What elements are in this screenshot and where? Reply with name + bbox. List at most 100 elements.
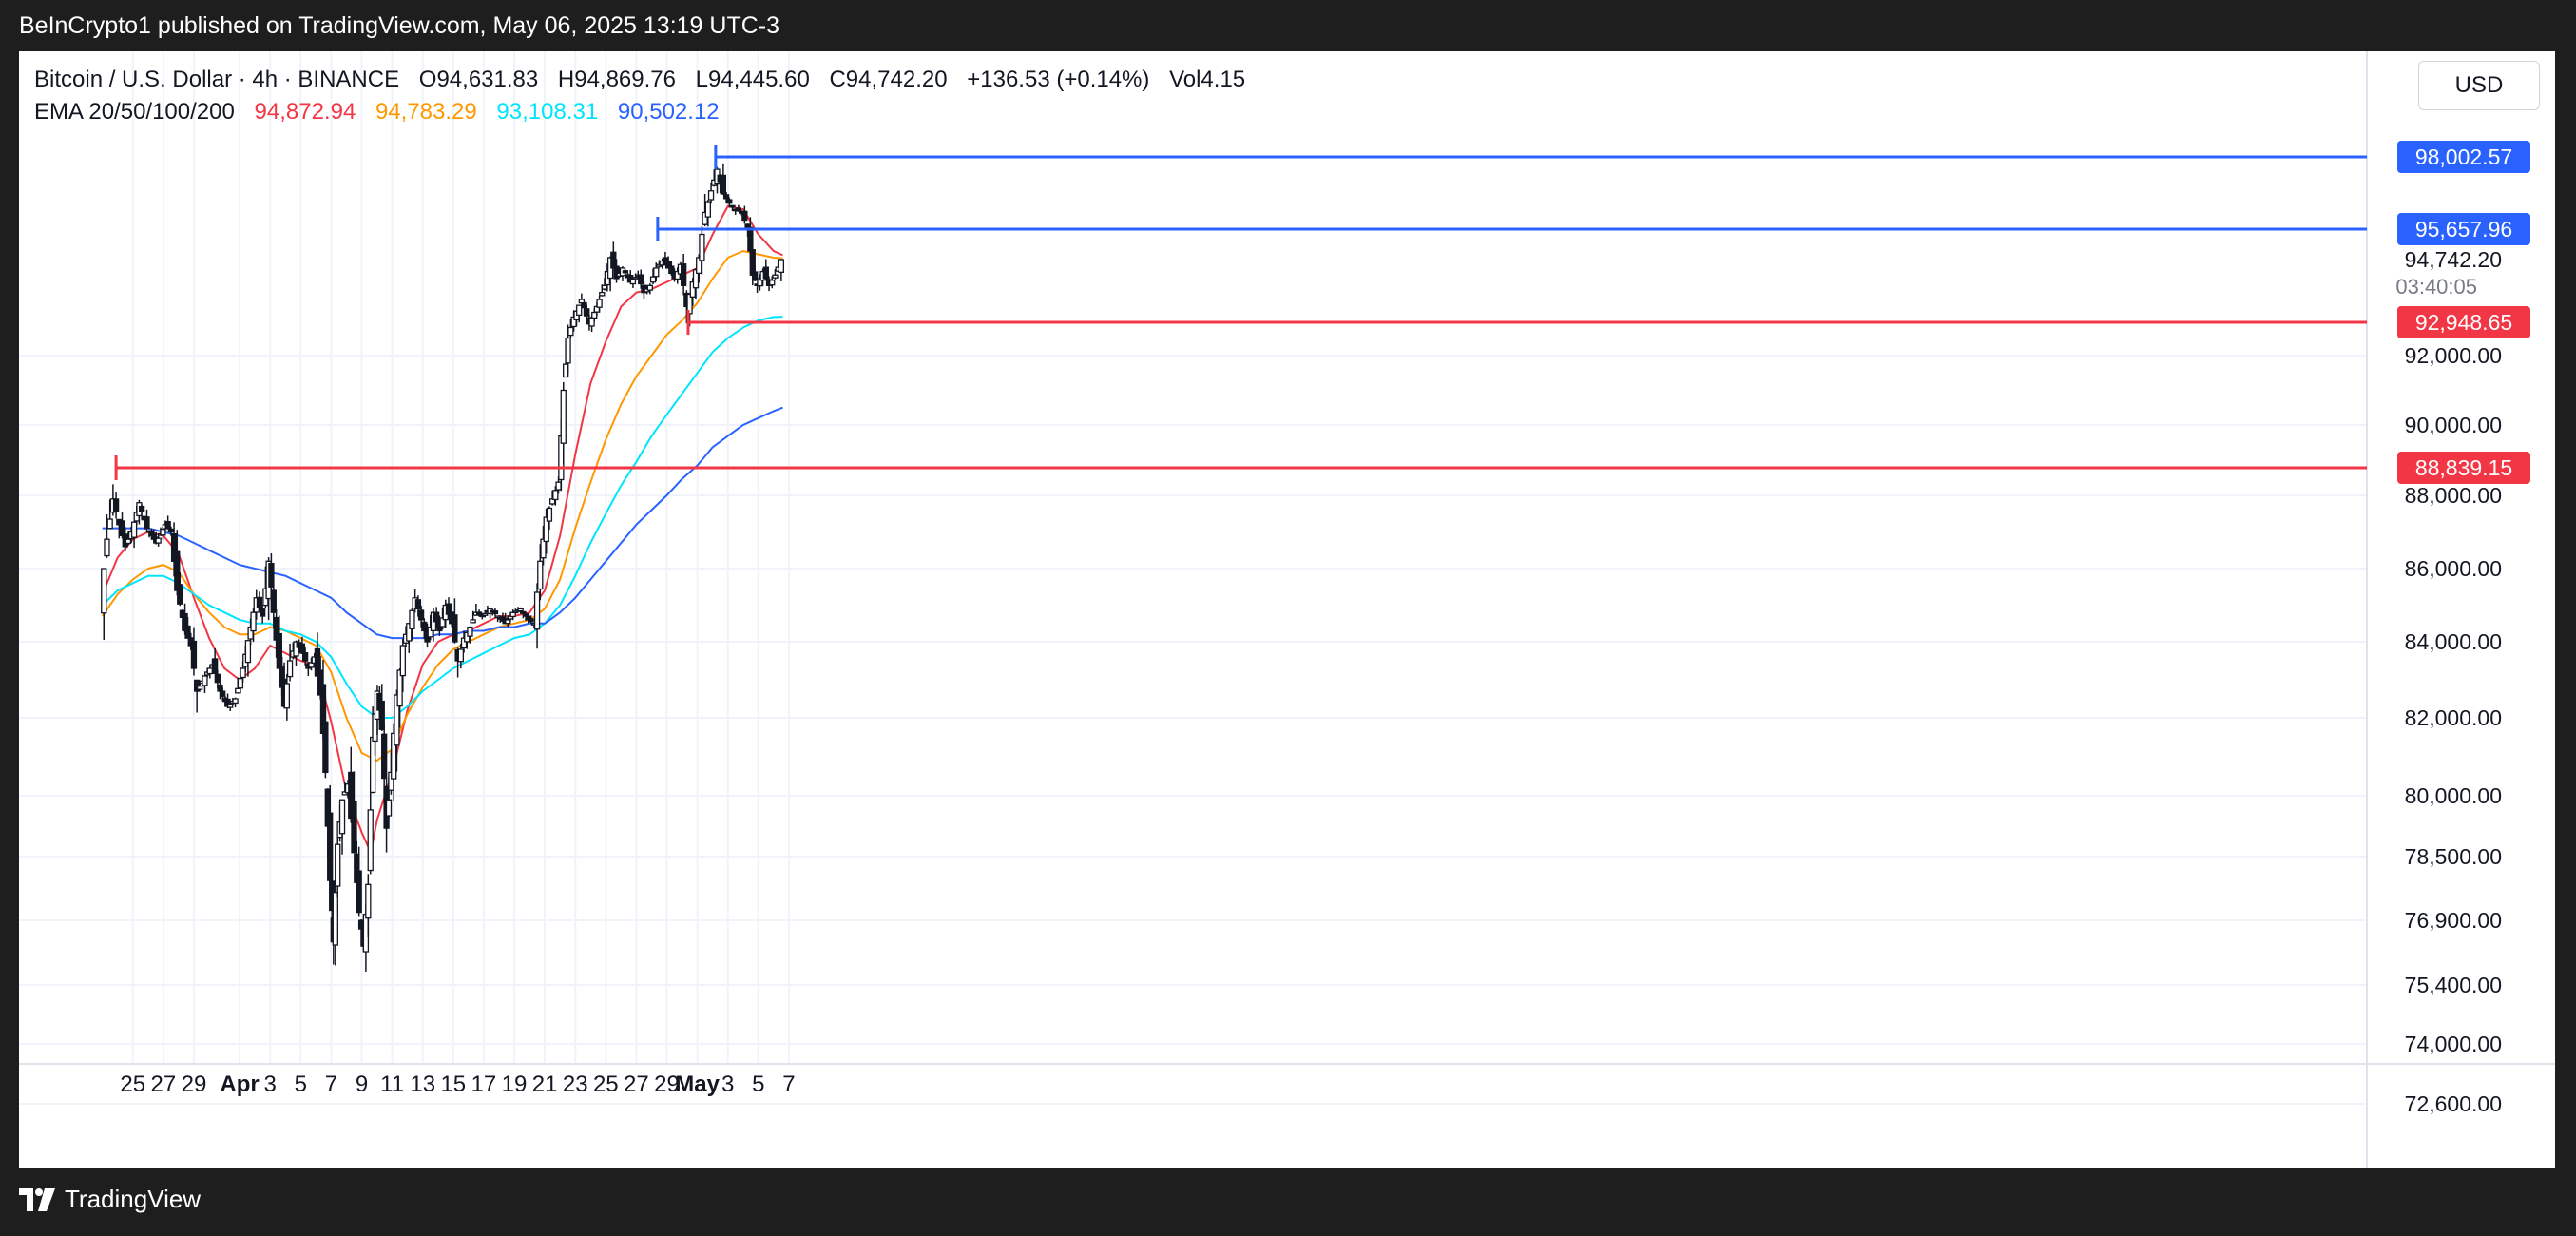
current-price-label: 94,742.20 — [2405, 247, 2502, 272]
candle — [101, 568, 107, 641]
candle — [772, 268, 779, 280]
ema200-value: 90,502.12 — [617, 99, 720, 125]
candle — [720, 163, 727, 195]
candle — [164, 515, 171, 530]
candle — [769, 276, 776, 289]
candle — [332, 879, 338, 966]
ema-line-ema200 — [102, 406, 783, 640]
x-tick-label: 13 — [410, 1072, 435, 1097]
currency-button[interactable]: USD — [2418, 61, 2540, 110]
ema-line-ema50 — [101, 249, 783, 763]
ema-label[interactable]: EMA 20/50/100/200 — [34, 99, 235, 125]
candle — [356, 846, 362, 917]
x-tick-label: 15 — [440, 1072, 466, 1097]
candle — [212, 648, 219, 674]
candle — [491, 608, 499, 617]
candle — [752, 265, 759, 281]
candle — [177, 571, 183, 607]
candle — [351, 771, 357, 854]
candle — [619, 266, 626, 281]
candle — [378, 684, 385, 731]
x-tick-label: 23 — [563, 1072, 588, 1097]
candle — [638, 269, 644, 289]
price-chart[interactable]: 92,000.00 90,000.00 88,000.00 86,000.00 84,0… — [19, 51, 2555, 1168]
candle — [283, 674, 291, 721]
x-tick-label: 19 — [502, 1072, 528, 1097]
candle — [381, 722, 388, 799]
tradingview-logo[interactable]: TradingView — [19, 1185, 201, 1214]
candle — [414, 595, 422, 617]
x-tick-label: 7 — [782, 1072, 795, 1097]
candle — [533, 583, 541, 649]
candle — [681, 253, 687, 296]
footer-brand: TradingView — [65, 1185, 202, 1213]
price-tag-label: 95,657.96 — [2415, 217, 2512, 241]
x-tick-label: 11 — [380, 1072, 404, 1097]
candle — [399, 638, 406, 692]
publisher-text: BeInCrypto1 published on TradingView.com… — [19, 12, 779, 39]
x-tick-label: 3 — [264, 1072, 277, 1097]
y-tick-label: 84,000.00 — [2405, 629, 2502, 654]
candle — [301, 647, 309, 666]
candle — [155, 534, 162, 547]
price-tag-support — [2397, 452, 2530, 484]
candle — [417, 605, 425, 628]
candle — [726, 197, 733, 208]
horizontal-levels — [114, 145, 2367, 480]
y-tick-label: 90,000.00 — [2405, 413, 2502, 437]
symbol-title[interactable]: Bitcoin / U.S. Dollar · 4h · BINANCE — [34, 67, 400, 92]
x-tick-label: 29 — [654, 1072, 680, 1097]
candle — [367, 781, 374, 875]
y-tick-label: 74,000.00 — [2405, 1032, 2502, 1056]
candle — [704, 200, 711, 227]
price-tag-label: 88,839.15 — [2415, 455, 2512, 480]
candle — [762, 259, 769, 280]
ohlc-low: L94,445.60 — [695, 67, 810, 92]
ohlc-change: +136.53 (+0.14%) — [967, 67, 1150, 92]
candle — [487, 608, 493, 619]
y-tick-label: 92,000.00 — [2405, 343, 2502, 368]
y-tick-label: 78,500.00 — [2405, 844, 2502, 869]
x-tick-label: 27 — [150, 1072, 176, 1097]
ohlc-close: C94,742.20 — [829, 67, 948, 92]
chart-pane[interactable]: 92,000.00 90,000.00 88,000.00 86,000.00 84,0… — [19, 51, 2555, 1168]
volume-value: Vol4.15 — [1169, 67, 1246, 92]
x-tick-label: 27 — [624, 1072, 649, 1097]
x-tick-label: 7 — [325, 1072, 337, 1097]
candle — [260, 605, 266, 624]
grid-lines — [19, 51, 2367, 1105]
x-tick-label: 25 — [593, 1072, 619, 1097]
symbol-legend: Bitcoin / U.S. Dollar · 4h · BINANCE O94… — [34, 67, 1259, 93]
candle — [104, 514, 110, 558]
candle — [596, 296, 603, 313]
price-axis[interactable]: 92,000.00 90,000.00 88,000.00 86,000.00 84,0… — [2395, 141, 2530, 1116]
candle — [741, 205, 748, 224]
x-tick-label: 17 — [471, 1072, 497, 1097]
x-tick-label: 5 — [752, 1072, 764, 1097]
candle — [327, 784, 334, 886]
candle — [338, 799, 346, 855]
ema-line-ema20 — [101, 204, 783, 856]
candle — [735, 204, 742, 212]
candle — [106, 499, 113, 530]
y-tick-label: 82,000.00 — [2405, 705, 2502, 730]
x-tick-label: 25 — [120, 1072, 145, 1097]
y-tick-label: 75,400.00 — [2405, 973, 2502, 997]
x-tick-label: 5 — [295, 1072, 307, 1097]
candle — [286, 643, 294, 682]
candle — [629, 279, 637, 288]
candle — [653, 262, 660, 281]
x-tick-label: May — [675, 1072, 720, 1097]
candle — [457, 643, 464, 669]
y-tick-label: 86,000.00 — [2405, 556, 2502, 581]
candle — [722, 192, 730, 203]
candle — [610, 241, 617, 269]
ema-line-ema100 — [102, 316, 783, 719]
candle — [202, 675, 208, 693]
ema-legend: EMA 20/50/100/200 94,872.94 94,783.29 93… — [34, 99, 733, 126]
candle — [552, 486, 559, 506]
candle — [409, 608, 415, 641]
ohlc-open: O94,631.83 — [418, 67, 539, 92]
